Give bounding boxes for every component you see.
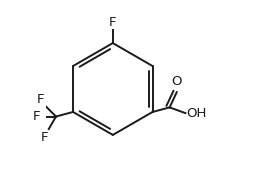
Text: F: F <box>37 93 44 106</box>
Text: F: F <box>109 16 117 29</box>
Text: F: F <box>33 110 40 123</box>
Text: F: F <box>40 131 48 144</box>
Text: O: O <box>172 75 182 88</box>
Text: OH: OH <box>186 107 207 120</box>
